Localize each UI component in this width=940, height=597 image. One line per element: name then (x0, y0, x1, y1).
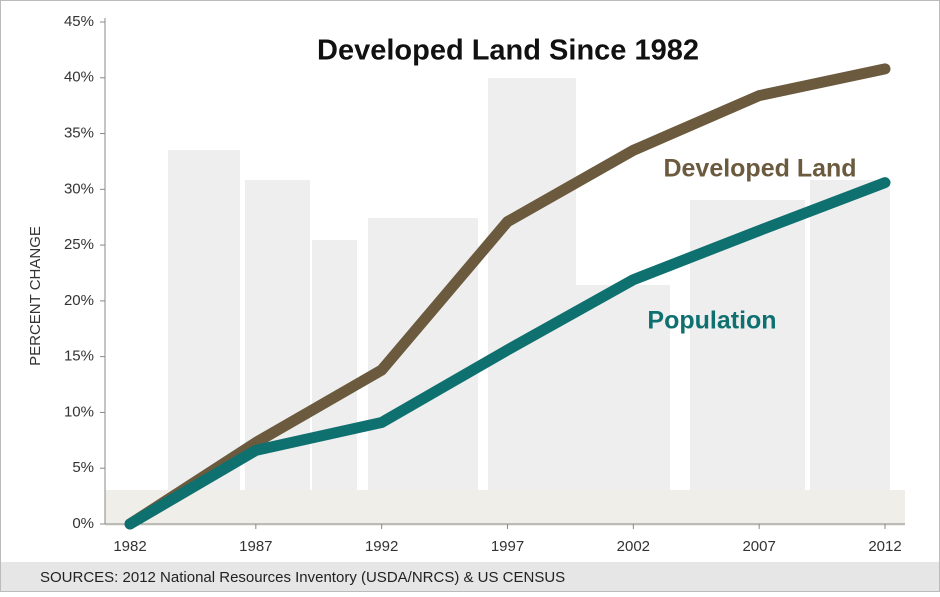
y-tick-label: 30% (64, 180, 94, 197)
chart: Developed Land Since 1982 PERCENT CHANGE… (0, 0, 940, 592)
y-tick-label: 5% (72, 459, 94, 476)
x-tick-label: 1992 (365, 538, 398, 555)
x-tick-label: 2002 (617, 538, 650, 555)
page: {"chart_data": {"type": "line", "title":… (0, 0, 940, 597)
x-tick-label: 2012 (868, 538, 901, 555)
y-tick-label: 45% (64, 13, 94, 30)
x-tick-label: 1982 (113, 538, 146, 555)
y-tick-label: 0% (72, 515, 94, 532)
y-tick-label: 25% (64, 236, 94, 253)
x-tick-label: 1997 (491, 538, 524, 555)
y-tick-label: 35% (64, 125, 94, 142)
ground (105, 490, 905, 526)
y-tick-label: 15% (64, 348, 94, 365)
source-note: SOURCES: 2012 National Resources Invento… (40, 569, 565, 586)
series-label: Population (647, 307, 776, 335)
x-tick-label: 2007 (742, 538, 775, 555)
x-tick-label: 1987 (239, 538, 272, 555)
y-axis-label: PERCENT CHANGE (27, 226, 44, 366)
y-tick-label: 20% (64, 292, 94, 309)
series-label: Developed Land (663, 155, 856, 183)
chart-title: Developed Land Since 1982 (317, 35, 699, 67)
y-tick-label: 10% (64, 403, 94, 420)
y-tick-label: 40% (64, 69, 94, 86)
